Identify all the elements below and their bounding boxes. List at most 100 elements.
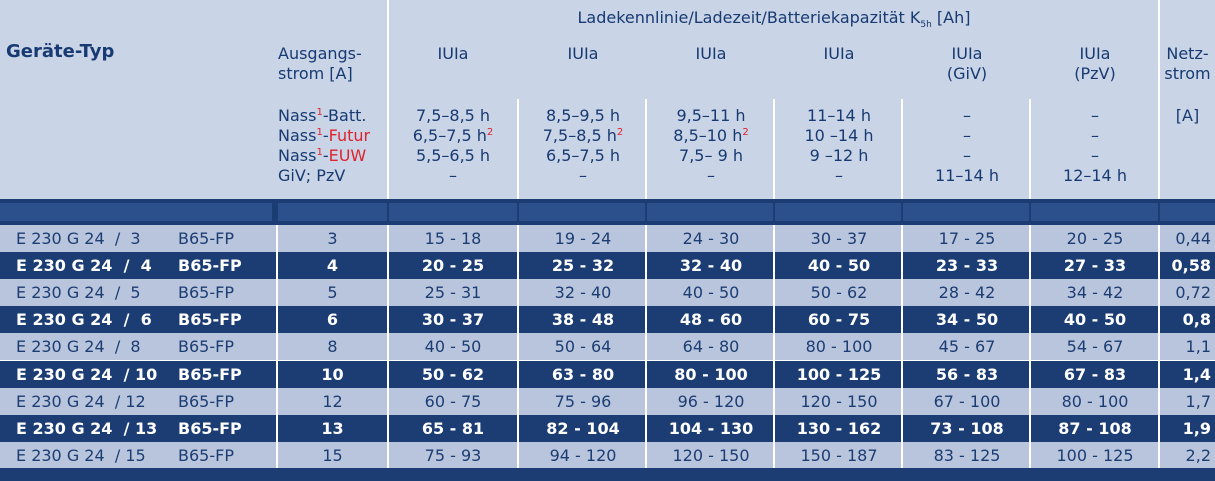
mains-current: 1,4 bbox=[1182, 364, 1211, 384]
battery-type-name: Nass bbox=[278, 106, 317, 125]
column-divider bbox=[1029, 225, 1031, 252]
charge-time: – bbox=[903, 126, 1031, 146]
charge-column-heading: IUIa (PzV) bbox=[1031, 44, 1159, 84]
charge-time-value: – bbox=[835, 166, 843, 185]
capacity-range: 56 - 83 bbox=[935, 364, 999, 384]
model-name: E 230 G 24 / 13 bbox=[16, 418, 158, 438]
capacity-range: 67 - 83 bbox=[1063, 364, 1127, 384]
column-divider bbox=[901, 279, 903, 307]
footnote-marker: 2 bbox=[742, 127, 749, 138]
capacity-range: 64 - 80 bbox=[682, 337, 740, 357]
column-divider bbox=[645, 441, 647, 469]
capacity-range: 50 - 62 bbox=[421, 364, 485, 384]
capacity-range: 54 - 67 bbox=[1066, 337, 1124, 357]
capacity-range: 19 - 24 bbox=[554, 229, 612, 248]
output-current: 13 bbox=[321, 418, 344, 438]
model-code: B65-FP bbox=[178, 364, 242, 384]
column-divider bbox=[1029, 387, 1031, 415]
column-divider bbox=[773, 333, 775, 361]
column-divider bbox=[387, 279, 389, 307]
column-divider bbox=[1158, 252, 1160, 280]
column-divider bbox=[387, 306, 389, 334]
capacity-range: 75 - 93 bbox=[424, 445, 482, 465]
charge-time: – bbox=[389, 166, 517, 186]
capacity-range: 96 - 120 bbox=[677, 391, 745, 411]
capacity-range: 15 - 18 bbox=[424, 229, 482, 248]
battery-type: Nass1-Futur bbox=[278, 126, 370, 146]
charge-time: – bbox=[1031, 126, 1159, 146]
capacity-range: 50 - 64 bbox=[554, 337, 612, 357]
capacity-range: 104 - 130 bbox=[668, 418, 754, 438]
capacity-range: 82 - 104 bbox=[546, 418, 620, 438]
capacity-range: 50 - 62 bbox=[810, 283, 868, 303]
capacity-range: 30 - 37 bbox=[421, 310, 485, 330]
output-current: 4 bbox=[326, 256, 339, 276]
charge-column-heading: IUIa bbox=[519, 44, 647, 64]
charge-time-value: – bbox=[963, 126, 971, 145]
output-current: 5 bbox=[327, 283, 338, 303]
charge-time: – bbox=[903, 106, 1031, 126]
output-current: 3 bbox=[327, 229, 338, 248]
column-divider bbox=[1029, 279, 1031, 307]
mains-current: 2,2 bbox=[1185, 445, 1211, 465]
capacity-range: 40 - 50 bbox=[682, 283, 740, 303]
charge-time-column: – – –11–14 h bbox=[903, 106, 1031, 186]
output-current: 15 bbox=[322, 445, 343, 465]
header-divider bbox=[1158, 0, 1160, 199]
footnote-marker: 1 bbox=[316, 127, 323, 138]
column-divider bbox=[1158, 360, 1160, 388]
capacity-range: 34 - 42 bbox=[1066, 283, 1124, 303]
capacity-range: 60 - 75 bbox=[807, 310, 871, 330]
capacity-range: 27 - 33 bbox=[1063, 256, 1127, 276]
mains-current: 0,72 bbox=[1175, 283, 1211, 303]
column-divider bbox=[901, 387, 903, 415]
model-code: B65-FP bbox=[178, 229, 234, 248]
column-divider bbox=[645, 252, 647, 280]
table-row: E 230 G 24 / 8 B65-FP 8 40 - 50 50 - 64 64 - … bbox=[0, 333, 1215, 361]
battery-type-list: Nass1-Batt. Nass1-Futur Nass1-EUW GiV; PzV bbox=[278, 106, 370, 186]
capacity-range: 120 - 150 bbox=[672, 445, 750, 465]
charge-column-heading: IUIa bbox=[775, 44, 903, 64]
model-name: E 230 G 24 / 6 bbox=[16, 310, 152, 330]
capacity-range: 30 - 37 bbox=[810, 229, 868, 248]
column-divider bbox=[387, 441, 389, 469]
charge-column-heading-line: IUIa bbox=[951, 44, 983, 63]
column-divider bbox=[1158, 306, 1160, 334]
charge-time-value: 6,5–7,5 h bbox=[412, 126, 487, 145]
model-name: E 230 G 24 / 3 bbox=[16, 229, 141, 248]
capacity-range: 80 - 100 bbox=[1061, 391, 1129, 411]
column-divider bbox=[901, 360, 903, 388]
charge-time: – bbox=[1031, 146, 1159, 166]
table-row: E 230 G 24 / 6 B65-FP 6 30 - 37 38 - 48 48 - … bbox=[0, 306, 1215, 334]
column-divider bbox=[517, 414, 519, 442]
header-bar-cell bbox=[903, 203, 1029, 221]
charge-time-value: – bbox=[449, 166, 457, 185]
battery-type-variant: Futur bbox=[328, 126, 371, 145]
capacity-range: 25 - 31 bbox=[424, 283, 482, 303]
header-bar-cell bbox=[519, 203, 645, 221]
column-divider bbox=[517, 360, 519, 388]
capacity-range: 32 - 40 bbox=[679, 256, 743, 276]
table-footer-bar bbox=[0, 468, 1215, 481]
capacity-range: 80 - 100 bbox=[674, 364, 748, 384]
capacity-range: 80 - 100 bbox=[805, 337, 873, 357]
column-divider bbox=[517, 387, 519, 415]
column-divider bbox=[517, 441, 519, 469]
header-bar-cell bbox=[278, 203, 387, 221]
footnote-marker: 2 bbox=[486, 127, 494, 138]
charge-time-value: 9 –12 h bbox=[809, 146, 869, 165]
capacity-range: 60 - 75 bbox=[424, 391, 482, 411]
table-header: Geräte-Typ Ausgangs- strom [A] Ladekennl… bbox=[0, 0, 1215, 199]
charge-time: – bbox=[775, 166, 903, 186]
output-current-line-2: strom [A] bbox=[278, 64, 353, 83]
column-divider bbox=[276, 360, 278, 388]
column-divider bbox=[645, 387, 647, 415]
header-divider bbox=[387, 0, 389, 199]
charge-time: 6,5–7,5 h bbox=[519, 146, 647, 166]
column-divider bbox=[387, 252, 389, 280]
mains-current: 0,58 bbox=[1171, 256, 1211, 276]
charge-column-heading-line: (GiV) bbox=[946, 64, 988, 83]
column-divider bbox=[773, 252, 775, 280]
charge-time-value: 8,5–9,5 h bbox=[545, 106, 621, 125]
battery-type-variant: EUW bbox=[328, 146, 367, 165]
